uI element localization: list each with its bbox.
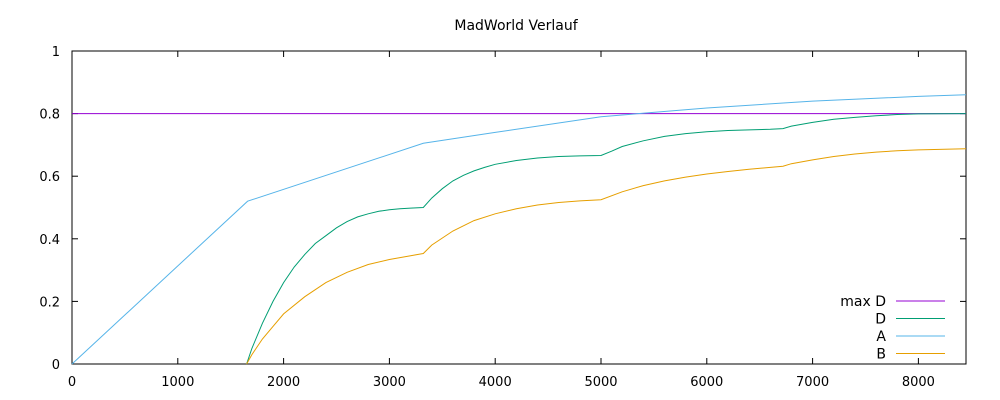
y-tick-label: 0.2: [39, 295, 60, 310]
x-tick-label: 7000: [796, 375, 829, 390]
x-tick-label: 5000: [584, 375, 617, 390]
series-line-a: [71, 94, 967, 365]
y-tick-label: 1: [52, 45, 60, 60]
legend-label-b: B: [876, 347, 886, 363]
x-tick-label: 6000: [690, 375, 723, 390]
axis-ticks: 0 1000 2000 3000 4000 5000 6000 7000 8000 0 0.2 0.4…: [39, 45, 966, 390]
y-tick-label: 0.4: [39, 233, 60, 248]
y-tick-label: 0.6: [39, 170, 60, 185]
x-tick-label: 3000: [373, 375, 406, 390]
series-layer: [71, 94, 967, 365]
legend-label-max-d: max D: [840, 294, 886, 310]
legend-label-a: A: [876, 329, 886, 345]
plot-frame: [71, 50, 967, 365]
x-tick-label: 2000: [267, 375, 300, 390]
legend-label-d: D: [875, 312, 886, 328]
y-tick-label: 0.8: [39, 108, 60, 123]
x-tick-label: 1000: [161, 375, 194, 390]
x-tick-label: 0: [68, 375, 76, 390]
x-tick-label: 8000: [902, 375, 935, 390]
series-line-b: [246, 148, 967, 365]
y-tick-label: 0: [52, 358, 60, 373]
series-line-d: [246, 113, 967, 365]
x-tick-label: 4000: [479, 375, 512, 390]
chart-title: MadWorld Verlauf: [454, 18, 578, 34]
legend: max D DAB: [840, 294, 945, 363]
